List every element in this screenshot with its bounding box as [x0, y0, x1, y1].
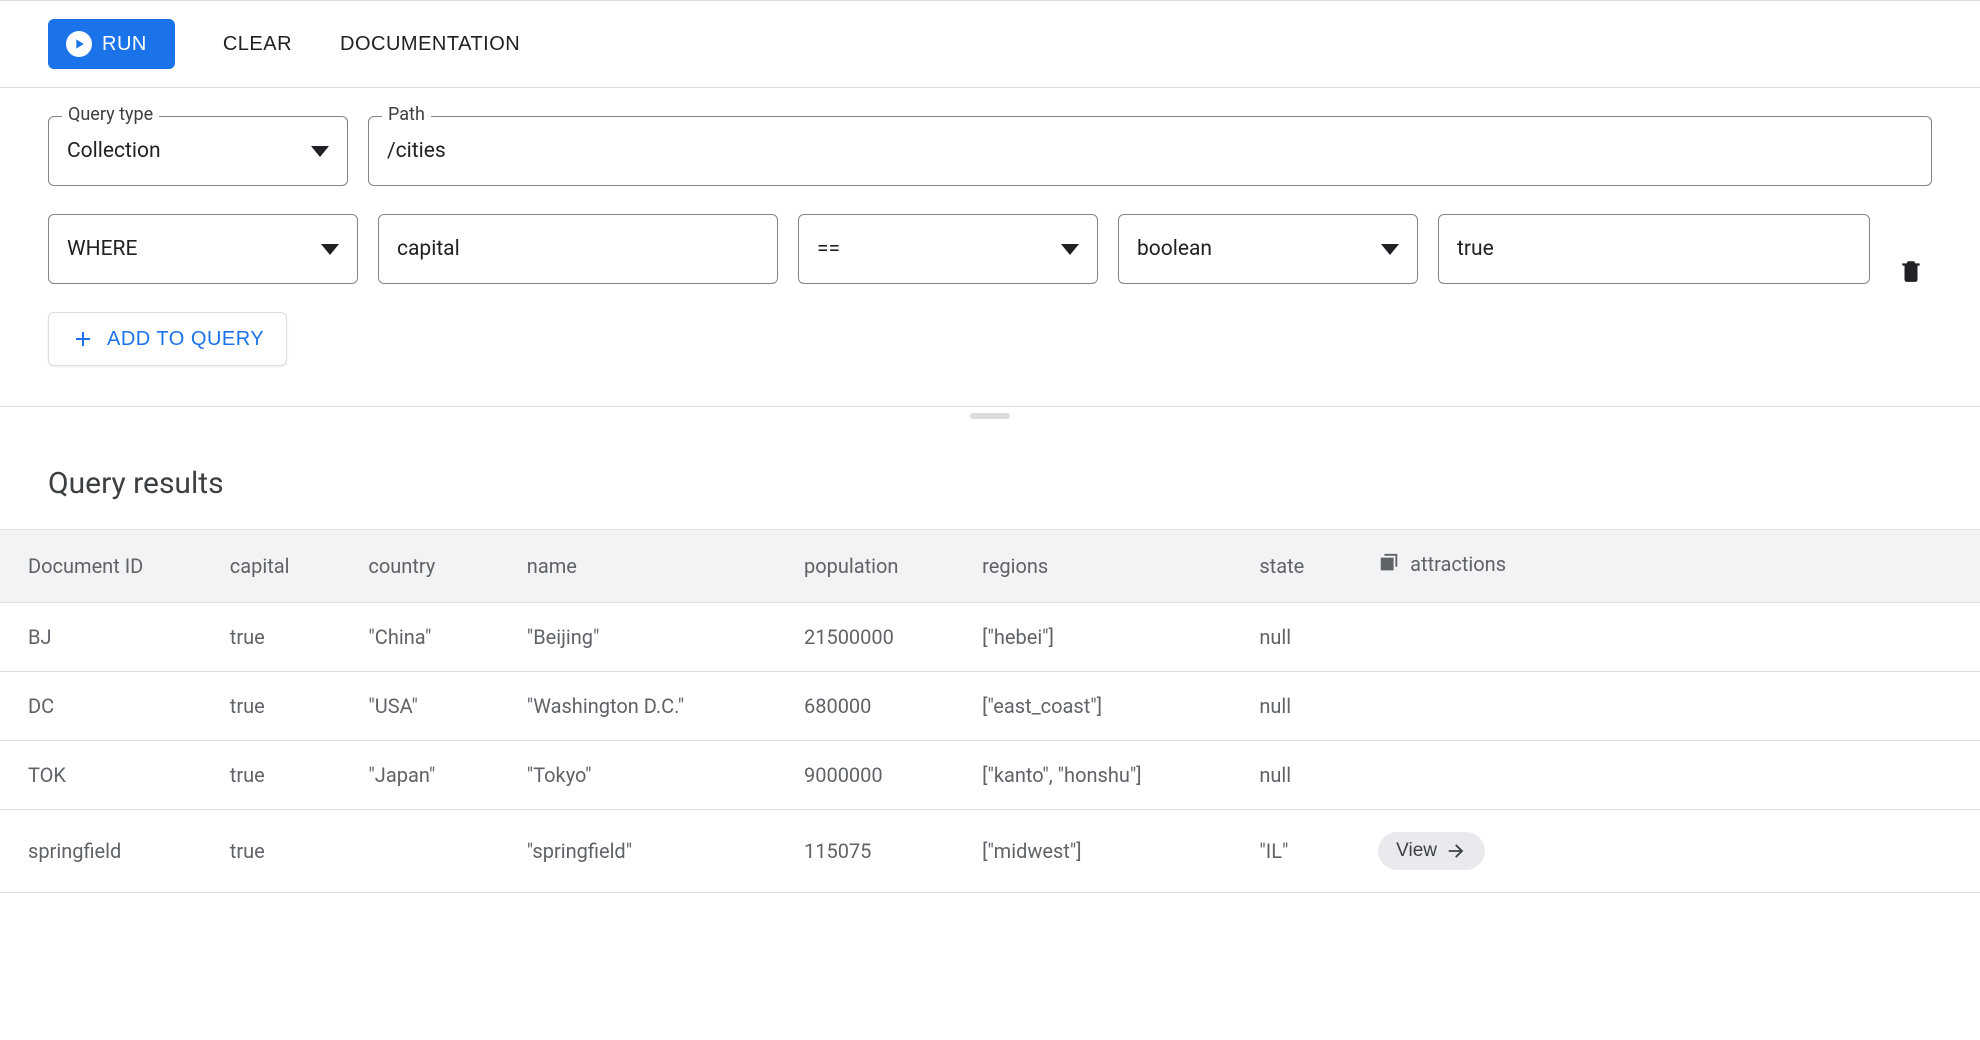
trash-icon: [1898, 258, 1924, 284]
table-cell: View: [1366, 810, 1980, 893]
table-cell: DC: [0, 672, 218, 741]
results-table: Document ID capital country name populat…: [0, 529, 1980, 893]
table-cell: ["kanto", "honshu"]: [970, 741, 1247, 810]
table-cell: null: [1247, 741, 1366, 810]
query-type-field: Query type Collection: [48, 116, 348, 186]
table-cell: "China": [356, 603, 514, 672]
chevron-down-icon: [1381, 244, 1399, 255]
documentation-button[interactable]: DOCUMENTATION: [340, 33, 520, 56]
condition-field-input[interactable]: capital: [378, 214, 778, 284]
condition-value: true: [1457, 237, 1494, 261]
clause-select[interactable]: WHERE: [48, 214, 358, 284]
table-cell: springfield: [0, 810, 218, 893]
table-cell: "IL": [1247, 810, 1366, 893]
run-button[interactable]: RUN: [48, 19, 175, 69]
table-cell: "springfield": [515, 810, 792, 893]
table-cell: [356, 810, 514, 893]
column-header[interactable]: attractions: [1366, 530, 1980, 603]
results-title: Query results: [0, 446, 1980, 529]
path-label: Path: [382, 104, 431, 125]
table-row[interactable]: BJtrue"China""Beijing"21500000["hebei"]n…: [0, 603, 1980, 672]
clause-value: WHERE: [67, 237, 137, 261]
query-builder: Query type Collection Path /cities WHERE…: [0, 88, 1980, 406]
arrow-right-icon: [1445, 840, 1467, 862]
condition-value-input[interactable]: true: [1438, 214, 1870, 284]
table-row[interactable]: TOKtrue"Japan""Tokyo"9000000["kanto", "h…: [0, 741, 1980, 810]
table-cell: ["east_coast"]: [970, 672, 1247, 741]
table-cell: true: [218, 810, 357, 893]
resize-divider[interactable]: [0, 406, 1980, 446]
table-cell: true: [218, 672, 357, 741]
results-section: Query results Document ID capital countr…: [0, 446, 1980, 913]
path-value: /cities: [387, 139, 446, 163]
path-input[interactable]: /cities: [368, 116, 1932, 186]
table-cell: "Japan": [356, 741, 514, 810]
table-cell: null: [1247, 672, 1366, 741]
table-cell: BJ: [0, 603, 218, 672]
play-icon: [66, 31, 92, 57]
table-cell: "USA": [356, 672, 514, 741]
toolbar: RUN CLEAR DOCUMENTATION: [0, 0, 1980, 88]
table-cell: [1366, 603, 1980, 672]
value-type-select[interactable]: boolean: [1118, 214, 1418, 284]
table-row[interactable]: DCtrue"USA""Washington D.C."680000["east…: [0, 672, 1980, 741]
column-header[interactable]: state: [1247, 530, 1366, 603]
column-header[interactable]: regions: [970, 530, 1247, 603]
table-cell: "Tokyo": [515, 741, 792, 810]
table-cell: ["hebei"]: [970, 603, 1247, 672]
column-header[interactable]: population: [792, 530, 970, 603]
path-field: Path /cities: [368, 116, 1932, 186]
table-cell: true: [218, 603, 357, 672]
table-row[interactable]: springfieldtrue "springfield"115075["midw…: [0, 810, 1980, 893]
add-to-query-label: ADD TO QUERY: [107, 328, 264, 351]
table-cell: "Beijing": [515, 603, 792, 672]
table-cell: 680000: [792, 672, 970, 741]
table-cell: 9000000: [792, 741, 970, 810]
table-cell: 21500000: [792, 603, 970, 672]
view-label: View: [1396, 840, 1437, 862]
table-cell: 115075: [792, 810, 970, 893]
plus-icon: [71, 327, 95, 351]
table-cell: [1366, 672, 1980, 741]
condition-field-value: capital: [397, 237, 460, 261]
operator-select[interactable]: ==: [798, 214, 1098, 284]
view-subcollection-button[interactable]: View: [1378, 832, 1485, 870]
table-cell: ["midwest"]: [970, 810, 1247, 893]
run-label: RUN: [102, 33, 147, 56]
clear-button[interactable]: CLEAR: [223, 33, 292, 56]
table-header-row: Document ID capital country name populat…: [0, 530, 1980, 603]
collection-icon: [1378, 553, 1400, 575]
column-header[interactable]: name: [515, 530, 792, 603]
add-to-query-button[interactable]: ADD TO QUERY: [48, 312, 287, 366]
operator-value: ==: [817, 237, 840, 261]
column-header-label: attractions: [1410, 552, 1506, 576]
table-cell: TOK: [0, 741, 218, 810]
delete-condition-button[interactable]: [1890, 258, 1932, 284]
table-cell: null: [1247, 603, 1366, 672]
query-type-label: Query type: [62, 104, 159, 125]
table-cell: "Washington D.C.": [515, 672, 792, 741]
chevron-down-icon: [311, 146, 329, 157]
chevron-down-icon: [1061, 244, 1079, 255]
table-cell: true: [218, 741, 357, 810]
column-header[interactable]: Document ID: [0, 530, 218, 603]
drag-handle-icon: [970, 413, 1010, 419]
value-type-value: boolean: [1137, 237, 1212, 261]
column-header[interactable]: country: [356, 530, 514, 603]
table-cell: [1366, 741, 1980, 810]
query-type-select[interactable]: Collection: [48, 116, 348, 186]
column-header[interactable]: capital: [218, 530, 357, 603]
query-type-value: Collection: [67, 139, 161, 163]
chevron-down-icon: [321, 244, 339, 255]
